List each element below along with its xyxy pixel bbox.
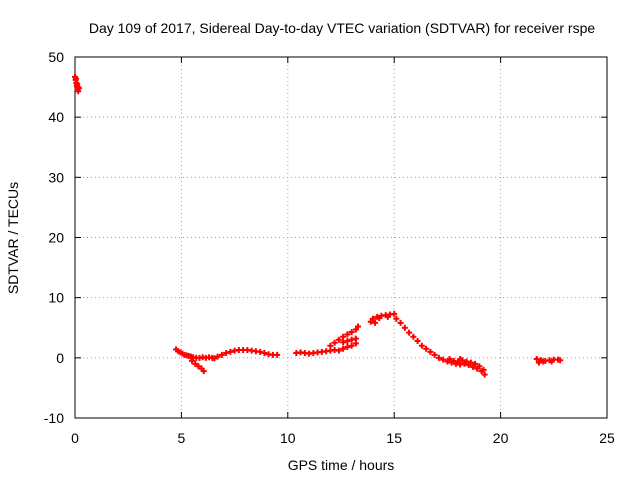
- data-point: [457, 356, 464, 363]
- data-point: [344, 331, 351, 338]
- data-point: [261, 350, 268, 357]
- data-point: [463, 358, 470, 365]
- data-point: [397, 319, 404, 326]
- data-point: [435, 354, 442, 361]
- data-point: [218, 351, 225, 358]
- data-point: [214, 353, 221, 360]
- data-point: [211, 355, 218, 362]
- data-point: [376, 315, 383, 322]
- axis-ticks: 0 5 10 15 20 25 -10 0 10 20 30 40 50: [44, 49, 615, 446]
- data-point: [331, 339, 338, 346]
- data-point: [344, 344, 351, 351]
- y-tick-label: 50: [48, 49, 64, 65]
- data-point: [327, 342, 334, 349]
- data-point: [335, 336, 342, 343]
- data-point: [548, 358, 555, 365]
- data-point: [540, 358, 547, 365]
- y-tick-label: -10: [44, 410, 64, 426]
- data-point: [469, 363, 476, 370]
- data-point: [257, 348, 264, 355]
- y-tick-label: 10: [48, 290, 64, 306]
- chart-title: Day 109 of 2017, Sidereal Day-to-day VTE…: [89, 20, 595, 36]
- y-tick-label: 40: [48, 109, 64, 125]
- data-point: [431, 351, 438, 358]
- x-tick-label: 0: [71, 430, 79, 446]
- data-point: [340, 333, 347, 340]
- data-point: [352, 326, 359, 333]
- y-tick-label: 20: [48, 230, 64, 246]
- data-point: [533, 356, 540, 363]
- data-point: [414, 337, 421, 344]
- y-axis-label: SDTVAR / TECUs: [5, 182, 21, 294]
- data-point: [418, 342, 425, 349]
- data-point: [223, 350, 230, 357]
- x-tick-label: 5: [178, 430, 186, 446]
- data-point: [467, 359, 474, 366]
- grid: [75, 57, 607, 418]
- x-axis-label: GPS time / hours: [288, 457, 395, 473]
- data-point: [340, 345, 347, 352]
- y-tick-label: 0: [56, 350, 64, 366]
- data-point: [427, 348, 434, 355]
- data-point: [476, 363, 483, 370]
- data-point: [74, 84, 81, 91]
- data-point: [344, 337, 351, 344]
- data-point: [535, 359, 542, 366]
- data-point: [406, 329, 413, 336]
- data-point: [348, 336, 355, 343]
- data-point: [440, 356, 447, 363]
- x-tick-label: 25: [599, 430, 615, 446]
- x-tick-label: 15: [386, 430, 402, 446]
- data-point: [348, 328, 355, 335]
- data-point: [189, 357, 196, 364]
- data-point: [391, 310, 398, 317]
- y-tick-label: 30: [48, 169, 64, 185]
- data-point: [472, 360, 479, 367]
- data-point: [274, 351, 281, 358]
- data-point: [355, 323, 362, 330]
- data-point: [367, 318, 374, 325]
- data-point: [369, 315, 376, 322]
- data-point: [348, 342, 355, 349]
- x-tick-label: 20: [493, 430, 509, 446]
- data-point: [423, 345, 430, 352]
- data-point: [227, 348, 234, 355]
- data-point: [446, 356, 453, 363]
- data-point: [481, 371, 488, 378]
- data-point: [372, 319, 379, 326]
- data-point: [192, 360, 199, 367]
- data-point: [450, 357, 457, 364]
- data-point: [352, 335, 359, 342]
- data-point: [384, 313, 391, 320]
- data-point: [195, 363, 202, 370]
- data-point: [73, 75, 80, 82]
- data-point: [200, 368, 207, 375]
- data-point: [410, 333, 417, 340]
- data-points: [72, 73, 564, 378]
- data-point: [340, 339, 347, 346]
- data-point: [480, 366, 487, 373]
- data-point: [401, 324, 408, 331]
- data-point: [557, 357, 564, 364]
- data-point: [335, 347, 342, 354]
- x-tick-label: 10: [280, 430, 296, 446]
- data-point: [455, 359, 462, 366]
- data-point: [393, 315, 400, 322]
